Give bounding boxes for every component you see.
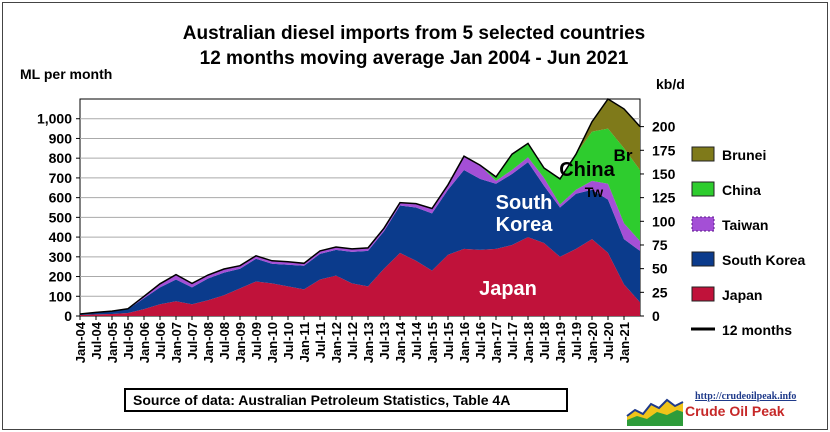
- y-left-tick-label: 900: [49, 130, 73, 146]
- y-right-tick-label: 50: [652, 261, 668, 277]
- x-tick-label: Jan-10: [265, 322, 280, 363]
- y-left-tick-label: 300: [49, 249, 73, 265]
- x-tick-label: Jan-12: [329, 322, 344, 363]
- x-tick-label: Jul-12: [345, 322, 360, 360]
- y-right-tick-label: 75: [652, 237, 668, 253]
- x-tick-label: Jul-17: [505, 322, 520, 360]
- x-tick-label: Jan-08: [201, 322, 216, 363]
- area-label-china: China: [559, 159, 615, 181]
- legend-swatch-south-korea: [691, 251, 715, 267]
- x-tick-label: Jul-19: [569, 322, 584, 360]
- area-label-br: Br: [614, 146, 633, 165]
- y-right-tick-label: 0: [652, 308, 660, 324]
- y-axis-right-label: kb/d: [656, 76, 685, 92]
- x-tick-label: Jul-08: [217, 322, 232, 360]
- line-12-months: [79, 97, 641, 315]
- y-right-tick-label: 125: [652, 190, 676, 206]
- x-tick-label: Jan-21: [617, 322, 632, 363]
- y-right-tick-label: 100: [652, 213, 676, 229]
- x-tick-label: Jul-05: [121, 322, 136, 360]
- y-left-tick-label: 200: [49, 269, 73, 285]
- y-axis-left-label: ML per month: [20, 66, 112, 82]
- y-left-tick-label: 800: [49, 150, 73, 166]
- x-tick-label: Jul-07: [185, 322, 200, 360]
- area-series: [80, 99, 640, 316]
- logo-url-link[interactable]: http://crudeoilpeak.info: [695, 391, 797, 402]
- x-tick-label: Jul-09: [249, 322, 264, 360]
- x-tick-label: Jan-18: [521, 322, 536, 363]
- x-tick-label: Jul-13: [377, 322, 392, 360]
- legend-label-12-months: 12 months: [722, 322, 792, 338]
- x-tick-label: Jan-07: [169, 322, 184, 363]
- legend-label-south-korea: South Korea: [722, 252, 805, 268]
- x-tick-label: Jan-13: [361, 322, 376, 363]
- y-left-tick-label: 600: [49, 190, 73, 206]
- x-tick-label: Jan-20: [585, 322, 600, 363]
- area-south-korea: [80, 162, 640, 315]
- area-label-tw: Tw: [585, 184, 604, 200]
- area-japan: [80, 237, 640, 316]
- y-right-tick-label: 200: [652, 119, 676, 135]
- x-tick-label: Jan-05: [105, 322, 120, 363]
- area-china: [80, 128, 640, 314]
- x-tick-label: Jul-06: [153, 322, 168, 360]
- x-axis-ticks: Jan-04 Jul-04 Jan-05 Jul-05 Jan-06 Jul-06 Jan-…: [73, 316, 632, 363]
- chart-subtitle: 12 months moving average Jan 2004 - Jun …: [200, 48, 629, 69]
- logo-name: Crude Oil Peak: [685, 403, 785, 419]
- x-tick-label: Jan-11: [297, 322, 312, 362]
- x-tick-label: Jan-15: [425, 322, 440, 363]
- area-label-south: South: [496, 192, 553, 214]
- logo: http://crudeoilpeak.info Crude Oil Peak: [625, 388, 820, 428]
- x-tick-label: Jan-04: [73, 321, 88, 363]
- legend-swatch-brunei: [691, 146, 715, 162]
- area-label-korea: Korea: [496, 214, 554, 236]
- y-right-tick-label: 175: [652, 142, 676, 158]
- x-tick-label: Jan-09: [233, 322, 248, 363]
- x-tick-label: Jul-20: [601, 322, 616, 360]
- legend-label-china: China: [722, 182, 761, 198]
- y-right-tick-label: 150: [652, 166, 676, 182]
- x-tick-label: Jul-10: [281, 322, 296, 360]
- y-left-tick-label: 1,000: [37, 111, 72, 127]
- oil-rig-chart-icon: [626, 398, 684, 426]
- legend: Brunei China Taiwan South Korea Japan 12 mont…: [691, 146, 805, 338]
- x-tick-label: Jan-17: [489, 322, 504, 363]
- y-left-tick-label: 100: [49, 288, 73, 304]
- x-tick-label: Jul-14: [409, 321, 424, 359]
- source-note: Source of data: Australian Petroleum Sta…: [124, 388, 568, 412]
- x-tick-label: Jul-04: [89, 321, 104, 359]
- x-tick-label: Jan-06: [137, 322, 152, 363]
- x-tick-label: Jan-14: [393, 321, 408, 363]
- x-tick-label: Jul-11: [313, 322, 328, 359]
- x-tick-label: Jul-18: [537, 322, 552, 360]
- total-line: [79, 97, 641, 315]
- y-left-tick-label: 700: [49, 170, 73, 186]
- legend-label-brunei: Brunei: [722, 147, 766, 163]
- legend-label-japan: Japan: [722, 287, 762, 303]
- x-tick-label: Jul-16: [473, 322, 488, 360]
- chart-svg: Australian diesel imports from 5 selecte…: [20, 23, 805, 363]
- y-left-tick-label: 400: [49, 229, 73, 245]
- area-label-japan: Japan: [479, 278, 537, 300]
- y-left-tick-label: 0: [64, 308, 72, 324]
- legend-swatch-taiwan: [691, 216, 715, 232]
- y-left-tick-label: 500: [49, 209, 73, 225]
- legend-swatch-japan: [691, 286, 715, 302]
- legend-swatch-china: [691, 181, 715, 197]
- x-tick-label: Jan-16: [457, 322, 472, 363]
- x-tick-label: Jul-15: [441, 322, 456, 360]
- y-right-tick-label: 25: [652, 284, 668, 300]
- chart-title: Australian diesel imports from 5 selecte…: [183, 23, 645, 44]
- legend-label-taiwan: Taiwan: [722, 217, 768, 233]
- x-tick-label: Jan-19: [553, 322, 568, 363]
- y-axis-left-ticks: 0 100 200 300 400 500 600 700 800 900 1,000: [37, 111, 80, 324]
- y-axis-right-ticks: 0 25 50 75 100 125 150 175 200: [640, 119, 676, 324]
